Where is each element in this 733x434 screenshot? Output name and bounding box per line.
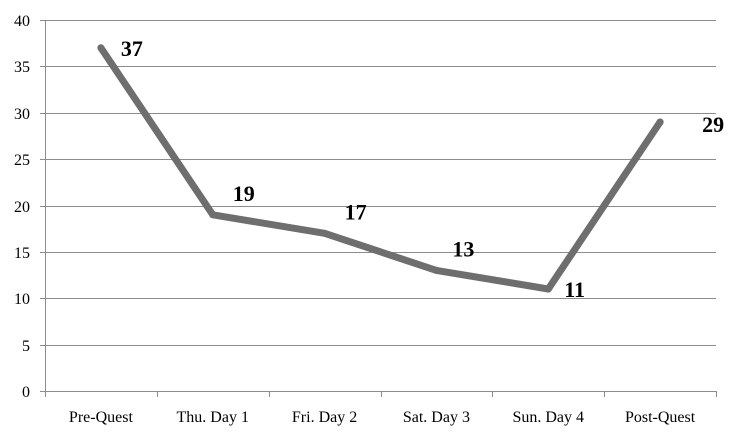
x-tick-label: Sun. Day 4 — [512, 409, 584, 426]
y-tick-label: 0 — [22, 384, 30, 401]
series-line — [97, 44, 664, 293]
data-label: 37 — [121, 36, 143, 61]
y-tick-label: 25 — [14, 152, 30, 169]
data-label: 29 — [702, 112, 724, 137]
y-tick-label: 15 — [14, 245, 30, 262]
data-label: 13 — [452, 236, 474, 261]
x-tick-label: Pre-Quest — [69, 409, 134, 426]
y-tick-label: 30 — [14, 106, 30, 123]
y-tick-label: 35 — [14, 59, 30, 76]
y-tick-labels: 0 5 10 15 20 25 30 35 40 — [14, 13, 30, 401]
data-point — [544, 285, 552, 293]
data-point — [321, 229, 329, 237]
data-labels: 37 19 17 13 11 29 — [121, 36, 724, 302]
data-point — [432, 266, 440, 274]
y-tick-label: 10 — [14, 291, 30, 308]
x-tick-label: Fri. Day 2 — [292, 409, 357, 426]
data-label: 19 — [233, 181, 255, 206]
data-point — [209, 211, 217, 219]
y-tick-label: 40 — [14, 13, 30, 30]
data-point — [97, 44, 105, 52]
data-label: 11 — [564, 277, 585, 302]
y-tick-label: 20 — [14, 199, 30, 216]
x-tick-label: Sat. Day 3 — [403, 409, 470, 426]
data-point — [656, 118, 664, 126]
series — [97, 44, 664, 293]
x-tick-label: Post-Quest — [625, 409, 696, 426]
x-tick-label: Thu. Day 1 — [177, 409, 249, 426]
data-label: 17 — [345, 199, 367, 224]
x-tick-labels: Pre-Quest Thu. Day 1 Fri. Day 2 Sat. Day 3 S… — [69, 409, 696, 426]
axes — [40, 20, 717, 397]
y-tick-label: 5 — [22, 338, 30, 355]
